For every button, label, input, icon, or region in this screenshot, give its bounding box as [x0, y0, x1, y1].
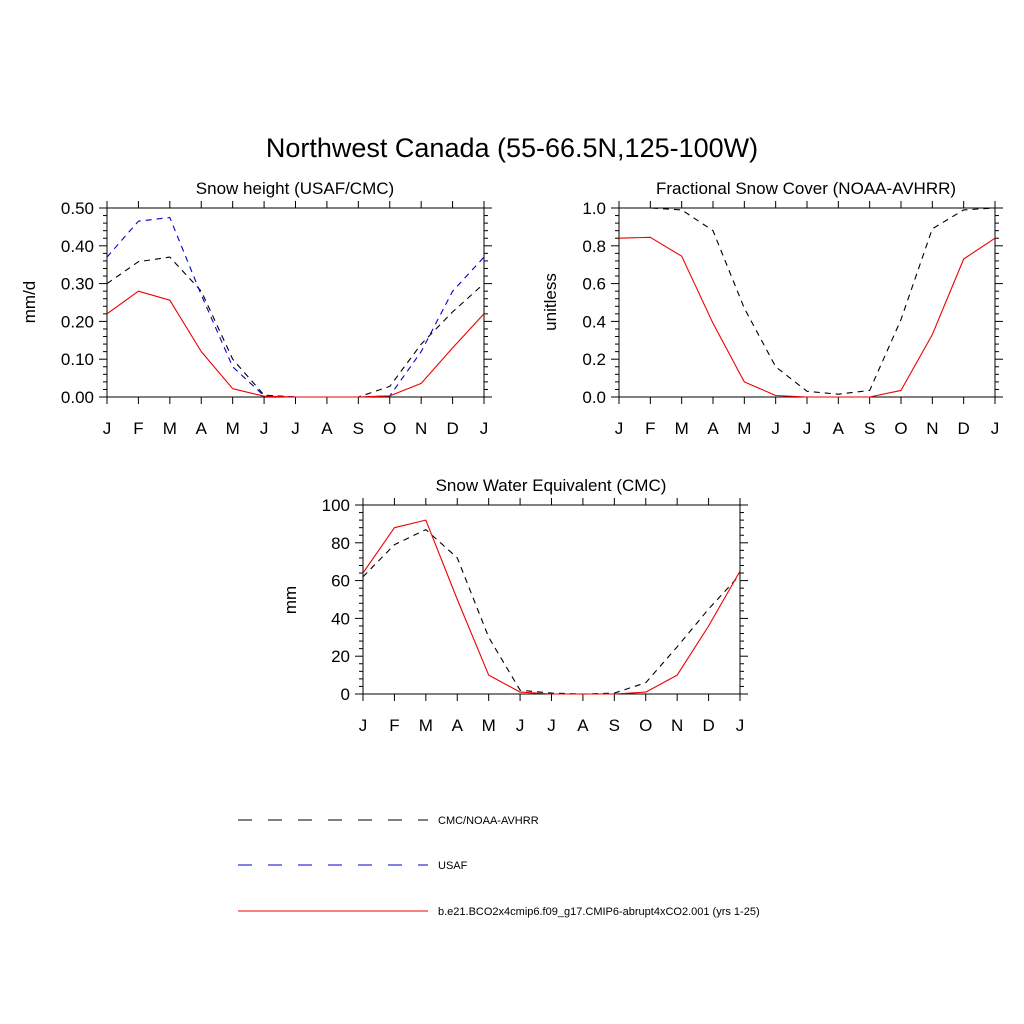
- y-tick-label: 60: [331, 572, 350, 591]
- x-tick-label: O: [639, 716, 652, 735]
- x-tick-label: J: [615, 419, 624, 438]
- x-tick-label: J: [547, 716, 556, 735]
- y-tick-label: 100: [322, 496, 350, 515]
- x-tick-label: J: [803, 419, 812, 438]
- y-axis-label: unitless: [541, 273, 560, 331]
- y-tick-label: 0.20: [61, 312, 94, 331]
- plot-frame: [106, 207, 485, 398]
- y-tick-label: 0: [341, 685, 350, 704]
- x-tick-label: M: [419, 716, 433, 735]
- series-line-model: [106, 290, 485, 398]
- x-tick-label: S: [864, 419, 875, 438]
- x-tick-label: J: [771, 419, 780, 438]
- y-tick-label: 0.50: [61, 199, 94, 218]
- x-tick-label: M: [675, 419, 689, 438]
- series-line-model: [362, 519, 741, 695]
- x-tick-label: N: [926, 419, 938, 438]
- y-tick-label: 0.10: [61, 350, 94, 369]
- x-tick-label: J: [991, 419, 1000, 438]
- x-tick-label: D: [702, 716, 714, 735]
- series-line-usaf: [106, 216, 485, 398]
- x-tick-label: A: [833, 419, 845, 438]
- y-axis-label: mm/d: [20, 281, 39, 324]
- panel-title: Snow Water Equivalent (CMC): [436, 476, 667, 495]
- x-tick-label: M: [482, 716, 496, 735]
- x-tick-label: J: [260, 419, 269, 438]
- x-tick-label: F: [645, 419, 655, 438]
- y-tick-label: 1.0: [582, 199, 606, 218]
- x-tick-label: N: [415, 419, 427, 438]
- x-tick-label: S: [609, 716, 620, 735]
- y-tick-label: 0.30: [61, 275, 94, 294]
- x-tick-label: O: [383, 419, 396, 438]
- y-axis-label: mm: [281, 586, 300, 614]
- series-line-cmc: [106, 256, 485, 398]
- y-tick-label: 0.2: [582, 350, 606, 369]
- x-tick-label: A: [196, 419, 208, 438]
- y-tick-label: 0.6: [582, 275, 606, 294]
- plot-frame: [618, 207, 996, 398]
- x-tick-label: J: [359, 716, 368, 735]
- x-tick-label: S: [353, 419, 364, 438]
- x-tick-label: J: [736, 716, 745, 735]
- y-tick-label: 0.40: [61, 237, 94, 256]
- series-line-cmc: [619, 207, 996, 395]
- x-tick-label: J: [291, 419, 300, 438]
- y-tick-label: 0.4: [582, 312, 606, 331]
- x-tick-label: D: [446, 419, 458, 438]
- x-tick-label: O: [894, 419, 907, 438]
- x-tick-label: F: [133, 419, 143, 438]
- legend: CMC/NOAA-AVHRR USAF b.e21.BCO2x4cmip6.f0…: [238, 815, 760, 918]
- y-tick-label: 40: [331, 609, 350, 628]
- y-tick-label: 80: [331, 534, 350, 553]
- legend-label-usaf: USAF: [438, 860, 468, 872]
- series-line-cmc: [362, 529, 741, 695]
- panel-title: Snow height (USAF/CMC): [196, 179, 394, 198]
- x-tick-label: A: [452, 716, 464, 735]
- y-tick-label: 20: [331, 647, 350, 666]
- legend-label-model: b.e21.BCO2x4cmip6.f09_g17.CMIP6-abrupt4x…: [438, 906, 760, 918]
- legend-label-cmc: CMC/NOAA-AVHRR: [438, 815, 539, 827]
- x-tick-label: M: [163, 419, 177, 438]
- main-title: Northwest Canada (55-66.5N,125-100W): [266, 133, 758, 163]
- x-tick-label: J: [103, 419, 112, 438]
- x-tick-label: M: [737, 419, 751, 438]
- snow-cover-panel: Fractional Snow Cover (NOAA-AVHRR) unitl…: [541, 179, 1003, 438]
- x-tick-label: J: [516, 716, 525, 735]
- panel-title: Fractional Snow Cover (NOAA-AVHRR): [656, 179, 956, 198]
- x-tick-label: M: [226, 419, 240, 438]
- y-tick-label: 0.8: [582, 237, 606, 256]
- x-tick-label: N: [671, 716, 683, 735]
- x-tick-label: A: [321, 419, 333, 438]
- x-tick-label: D: [958, 419, 970, 438]
- y-tick-label: 0.00: [61, 388, 94, 407]
- x-tick-label: A: [707, 419, 719, 438]
- x-tick-label: J: [480, 419, 489, 438]
- y-tick-label: 0.0: [582, 388, 606, 407]
- series-line-model: [618, 236, 996, 398]
- x-tick-label: F: [389, 716, 399, 735]
- x-tick-label: A: [577, 716, 589, 735]
